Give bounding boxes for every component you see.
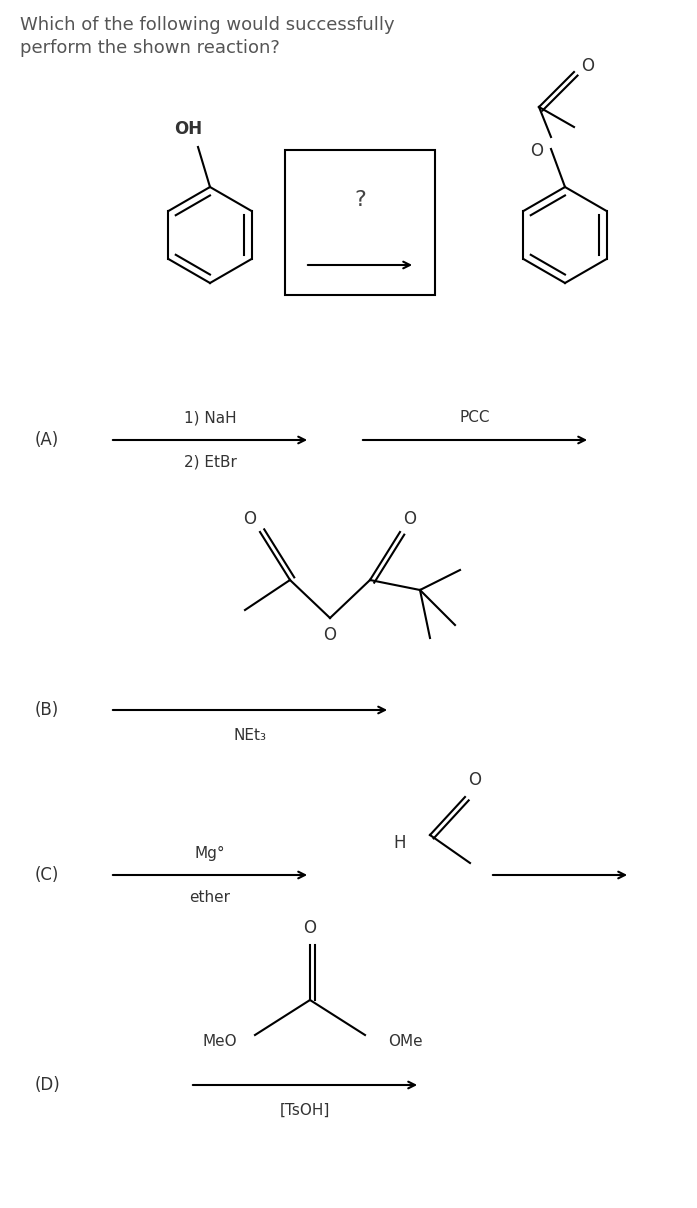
Text: OMe: OMe	[388, 1034, 422, 1050]
Text: O: O	[581, 57, 595, 75]
Text: [TsOH]: [TsOH]	[279, 1103, 330, 1117]
Text: (D): (D)	[35, 1076, 61, 1094]
Text: Which of the following would successfully: Which of the following would successfull…	[20, 16, 395, 34]
Text: perform the shown reaction?: perform the shown reaction?	[20, 39, 280, 57]
Text: OH: OH	[174, 120, 202, 138]
Text: O: O	[243, 510, 256, 528]
Text: ether: ether	[190, 889, 231, 905]
Text: NEt₃: NEt₃	[233, 727, 266, 743]
Text: PCC: PCC	[460, 411, 490, 425]
Text: (C): (C)	[35, 866, 59, 884]
Text: O: O	[530, 143, 544, 159]
Text: O: O	[303, 919, 316, 937]
Text: 2) EtBr: 2) EtBr	[183, 454, 236, 470]
Text: (B): (B)	[35, 701, 59, 719]
Bar	[285, 150, 435, 295]
Text: Mg°: Mg°	[194, 846, 225, 860]
Text: O: O	[323, 626, 337, 644]
Text: O: O	[468, 771, 482, 789]
Text: MeO: MeO	[203, 1034, 237, 1050]
Text: ?: ?	[354, 190, 366, 210]
Text: (A): (A)	[35, 431, 59, 449]
Text: H: H	[394, 834, 406, 852]
Text: 1) NaH: 1) NaH	[184, 411, 236, 425]
Text: O: O	[404, 510, 417, 528]
